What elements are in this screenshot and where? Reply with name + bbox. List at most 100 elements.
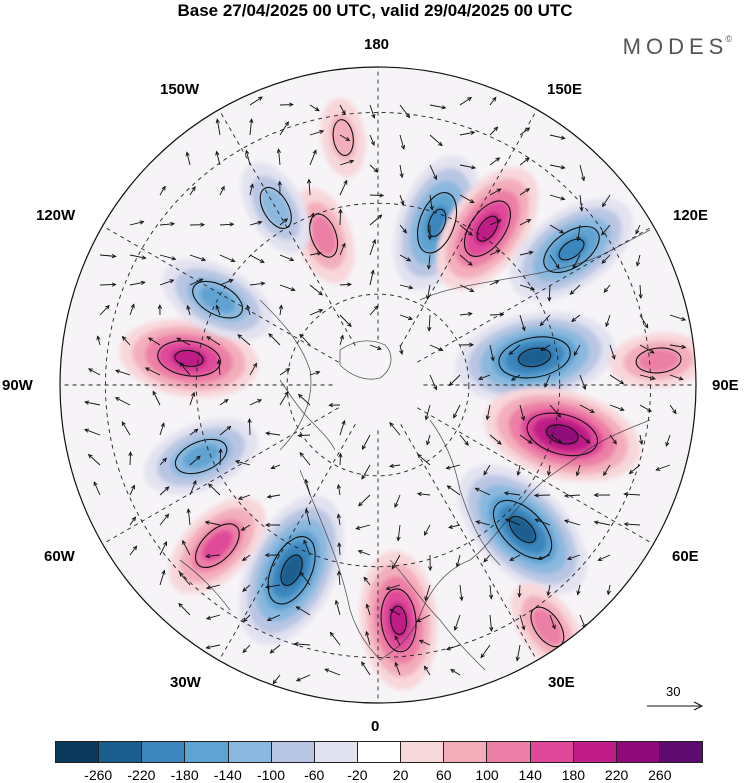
wind-arrow (189, 254, 207, 262)
wind-arrow (303, 539, 311, 556)
vector-scale-label: 30 (666, 684, 681, 699)
wind-arrow (429, 104, 447, 110)
wind-arrow (385, 584, 401, 591)
wind-arrow (429, 134, 443, 147)
wind-arrow (571, 314, 581, 323)
wind-arrow (488, 584, 494, 600)
wind-arrow (459, 284, 475, 292)
wind-arrow (264, 552, 281, 558)
wind-arrow (575, 464, 581, 477)
wind-arrow (459, 224, 473, 236)
wind-arrow (563, 493, 581, 498)
wind-arrow (84, 428, 101, 436)
wind-arrow (339, 314, 352, 328)
wind-arrow (519, 434, 533, 444)
height-contour (174, 349, 204, 367)
wind-arrow (606, 584, 611, 596)
wind-arrow (339, 334, 344, 346)
colorbar-swatch (444, 742, 488, 762)
height-contour (543, 225, 600, 274)
wind-arrow (84, 400, 101, 406)
height-contour (380, 588, 417, 653)
wind-arrow (369, 134, 375, 147)
wind-arrow (429, 164, 437, 181)
wind-arrow (309, 149, 317, 166)
wind-arrow (279, 284, 296, 292)
wind-arrow (635, 254, 641, 267)
height-contour (267, 536, 316, 605)
negative-anomaly-band (182, 444, 220, 469)
wind-arrow (416, 614, 431, 622)
wind-arrow (540, 344, 551, 351)
wind-arrow (99, 304, 110, 316)
wind-arrow (293, 641, 311, 647)
height-contour (498, 336, 571, 379)
wind-arrow (189, 186, 196, 196)
lon-label-150w: 150W (160, 81, 200, 98)
wind-arrow (519, 219, 532, 226)
wind-arrow (549, 224, 565, 234)
copyright-mark: © (725, 34, 732, 44)
wind-arrow (453, 404, 461, 419)
wind-arrow (309, 284, 323, 296)
height-contour (558, 238, 585, 261)
colorbar-tick-label: -60 (304, 767, 325, 783)
wind-arrow (219, 279, 234, 286)
height-contour (635, 347, 682, 374)
wind-arrow (179, 361, 191, 376)
wind-arrow (96, 335, 101, 346)
wind-arrow (429, 344, 444, 352)
lon-label-90w: 90W (2, 377, 33, 394)
wind-arrow (309, 309, 324, 316)
wind-arrow (129, 254, 147, 260)
wind-arrow (427, 224, 433, 241)
wind-arrow (295, 606, 311, 616)
wind-arrow (519, 157, 530, 166)
wind-arrow (324, 668, 341, 676)
wind-arrow (185, 151, 191, 166)
wind-arrow (279, 254, 295, 262)
wind-arrow (336, 570, 342, 586)
anomaly-field (119, 97, 696, 691)
wind-arrow (329, 631, 341, 646)
wind-arrow (159, 569, 166, 586)
wind-arrow (609, 374, 625, 385)
height-contour (174, 438, 228, 475)
wind-arrow (399, 314, 414, 321)
wind-arrow (609, 404, 625, 411)
wind-arrow (242, 584, 251, 592)
colorbar-tick-label: -180 (170, 767, 199, 783)
wind-arrow (121, 335, 131, 346)
meridian-line (218, 424, 356, 661)
colorbar-swatch (401, 742, 445, 762)
colorbar-tick-label: 60 (436, 767, 452, 783)
positive-anomaly-band (474, 212, 501, 245)
wind-arrow (266, 494, 281, 499)
wind-arrow (399, 194, 405, 206)
wind-arrow (159, 279, 175, 286)
wind-arrow (563, 519, 581, 526)
wind-arrow (306, 178, 312, 196)
wind-arrow (266, 614, 281, 622)
wind-arrow (489, 188, 502, 196)
wind-arrow (516, 464, 521, 477)
wind-arrow (546, 584, 551, 597)
wind-arrow (399, 134, 406, 150)
wind-arrow (546, 464, 552, 477)
wind-arrow (424, 584, 431, 602)
height-contour (192, 280, 243, 319)
wind-arrow (399, 344, 404, 355)
wind-arrow (114, 397, 131, 406)
wind-arrow (609, 344, 616, 360)
wind-arrow (549, 194, 566, 201)
wind-arrow (219, 222, 235, 227)
wind-arrow (279, 390, 289, 406)
wind-arrow (182, 539, 191, 556)
wind-arrow (669, 344, 687, 349)
wind-arrow (549, 434, 563, 444)
wind-arrow (510, 374, 521, 381)
wind-arrow (249, 118, 254, 136)
meridian-line (102, 407, 339, 545)
wind-arrow (508, 344, 521, 356)
wind-arrow (639, 434, 644, 446)
